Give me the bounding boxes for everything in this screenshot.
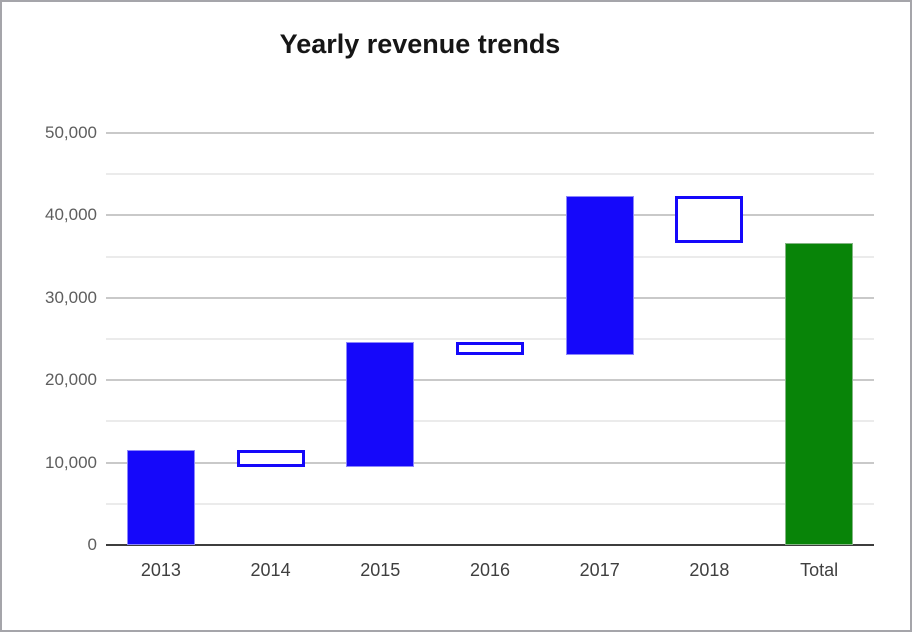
gridline-15000 xyxy=(106,420,874,423)
bar-2013[interactable] xyxy=(126,450,195,545)
y-tick-label-30000: 30,000 xyxy=(45,287,97,307)
gridline-35000 xyxy=(106,255,874,258)
bar-2016[interactable] xyxy=(456,342,524,356)
bar-2018[interactable] xyxy=(675,196,744,243)
bar-2015[interactable] xyxy=(346,342,415,467)
x-axis-label-2016: 2016 xyxy=(469,560,511,580)
chart-title: Yearly revenue trends xyxy=(279,29,561,59)
bar-2014[interactable] xyxy=(236,450,305,467)
y-tick-label-40000: 40,000 xyxy=(45,205,97,225)
gridline-30000 xyxy=(106,296,874,299)
gridline-45000 xyxy=(106,173,874,176)
y-tick-label-0: 0 xyxy=(87,535,97,554)
gridline-20000 xyxy=(106,379,874,382)
gridline-50000 xyxy=(106,132,874,134)
gridline-40000 xyxy=(106,214,874,217)
y-tick-label-10000: 10,000 xyxy=(45,452,97,472)
y-tick-label-50000: 50,000 xyxy=(45,123,97,142)
x-axis-baseline xyxy=(106,544,874,546)
x-axis-label-2014: 2014 xyxy=(250,560,291,580)
bar-2017[interactable] xyxy=(565,196,634,356)
x-axis-label-2017: 2017 xyxy=(579,560,620,580)
x-axis-label-total: Total xyxy=(800,560,839,580)
gridline-5000 xyxy=(106,502,874,505)
x-axis-label-2018: 2018 xyxy=(689,560,730,580)
bar-total[interactable] xyxy=(785,242,854,545)
x-axis-label-2013: 2013 xyxy=(140,560,181,580)
gridline-25000 xyxy=(106,338,874,340)
gridline-10000 xyxy=(106,461,874,464)
x-axis-label-2015: 2015 xyxy=(360,560,401,580)
y-tick-label-20000: 20,000 xyxy=(45,370,97,390)
